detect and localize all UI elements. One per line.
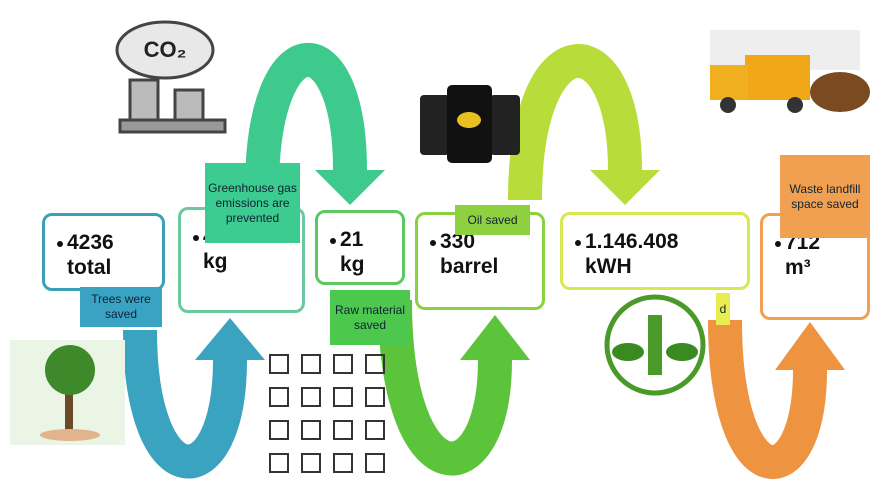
- infographic: CO₂ 4236totalTrees were saved46200kgGree…: [0, 0, 872, 498]
- label-text: d: [720, 302, 727, 317]
- co2-icon: CO₂: [117, 22, 225, 132]
- arrowhead: [590, 170, 660, 205]
- stat-value: 21: [340, 227, 402, 252]
- stat-value: 1.146.408: [585, 229, 747, 254]
- bullet: [57, 241, 63, 247]
- tree-icon: [10, 340, 125, 445]
- arrow: [395, 300, 495, 458]
- energy-icon: [607, 297, 703, 393]
- bullet: [575, 240, 581, 246]
- arrowhead: [315, 170, 385, 205]
- arrowhead: [460, 315, 530, 360]
- stat-unit: kg: [203, 249, 302, 274]
- material-icons: [270, 355, 384, 472]
- bullet: [775, 241, 781, 247]
- bullet: [330, 238, 336, 244]
- stat-value: 4236: [67, 230, 162, 255]
- label-text: Oil saved: [467, 213, 517, 228]
- label-text: Trees were saved: [83, 292, 159, 322]
- stat-unit: kWH: [585, 254, 747, 279]
- stat-label: Greenhouse gas emissions are prevented: [205, 163, 300, 243]
- stat-unit: total: [67, 255, 162, 280]
- stat-label: d: [716, 293, 730, 325]
- oil-barrels-icon: [420, 85, 520, 163]
- stat-label: Oil saved: [455, 205, 530, 235]
- arrowhead: [195, 318, 265, 360]
- stat-label: Waste landfill space saved: [780, 155, 870, 238]
- bullet: [193, 235, 199, 241]
- bullet: [430, 240, 436, 246]
- stat-label: Trees were saved: [80, 287, 162, 327]
- stat-unit: m³: [785, 255, 867, 280]
- stat-unit: kg: [340, 252, 402, 277]
- stat-unit: barrel: [440, 254, 542, 279]
- label-text: Waste landfill space saved: [783, 182, 867, 212]
- co2-label: CO₂: [144, 37, 187, 62]
- truck-icon: [710, 30, 870, 113]
- arrowhead: [775, 322, 845, 370]
- label-text: Greenhouse gas emissions are prevented: [208, 181, 297, 226]
- stat-label: Raw material saved: [330, 290, 410, 345]
- label-text: Raw material saved: [333, 303, 407, 333]
